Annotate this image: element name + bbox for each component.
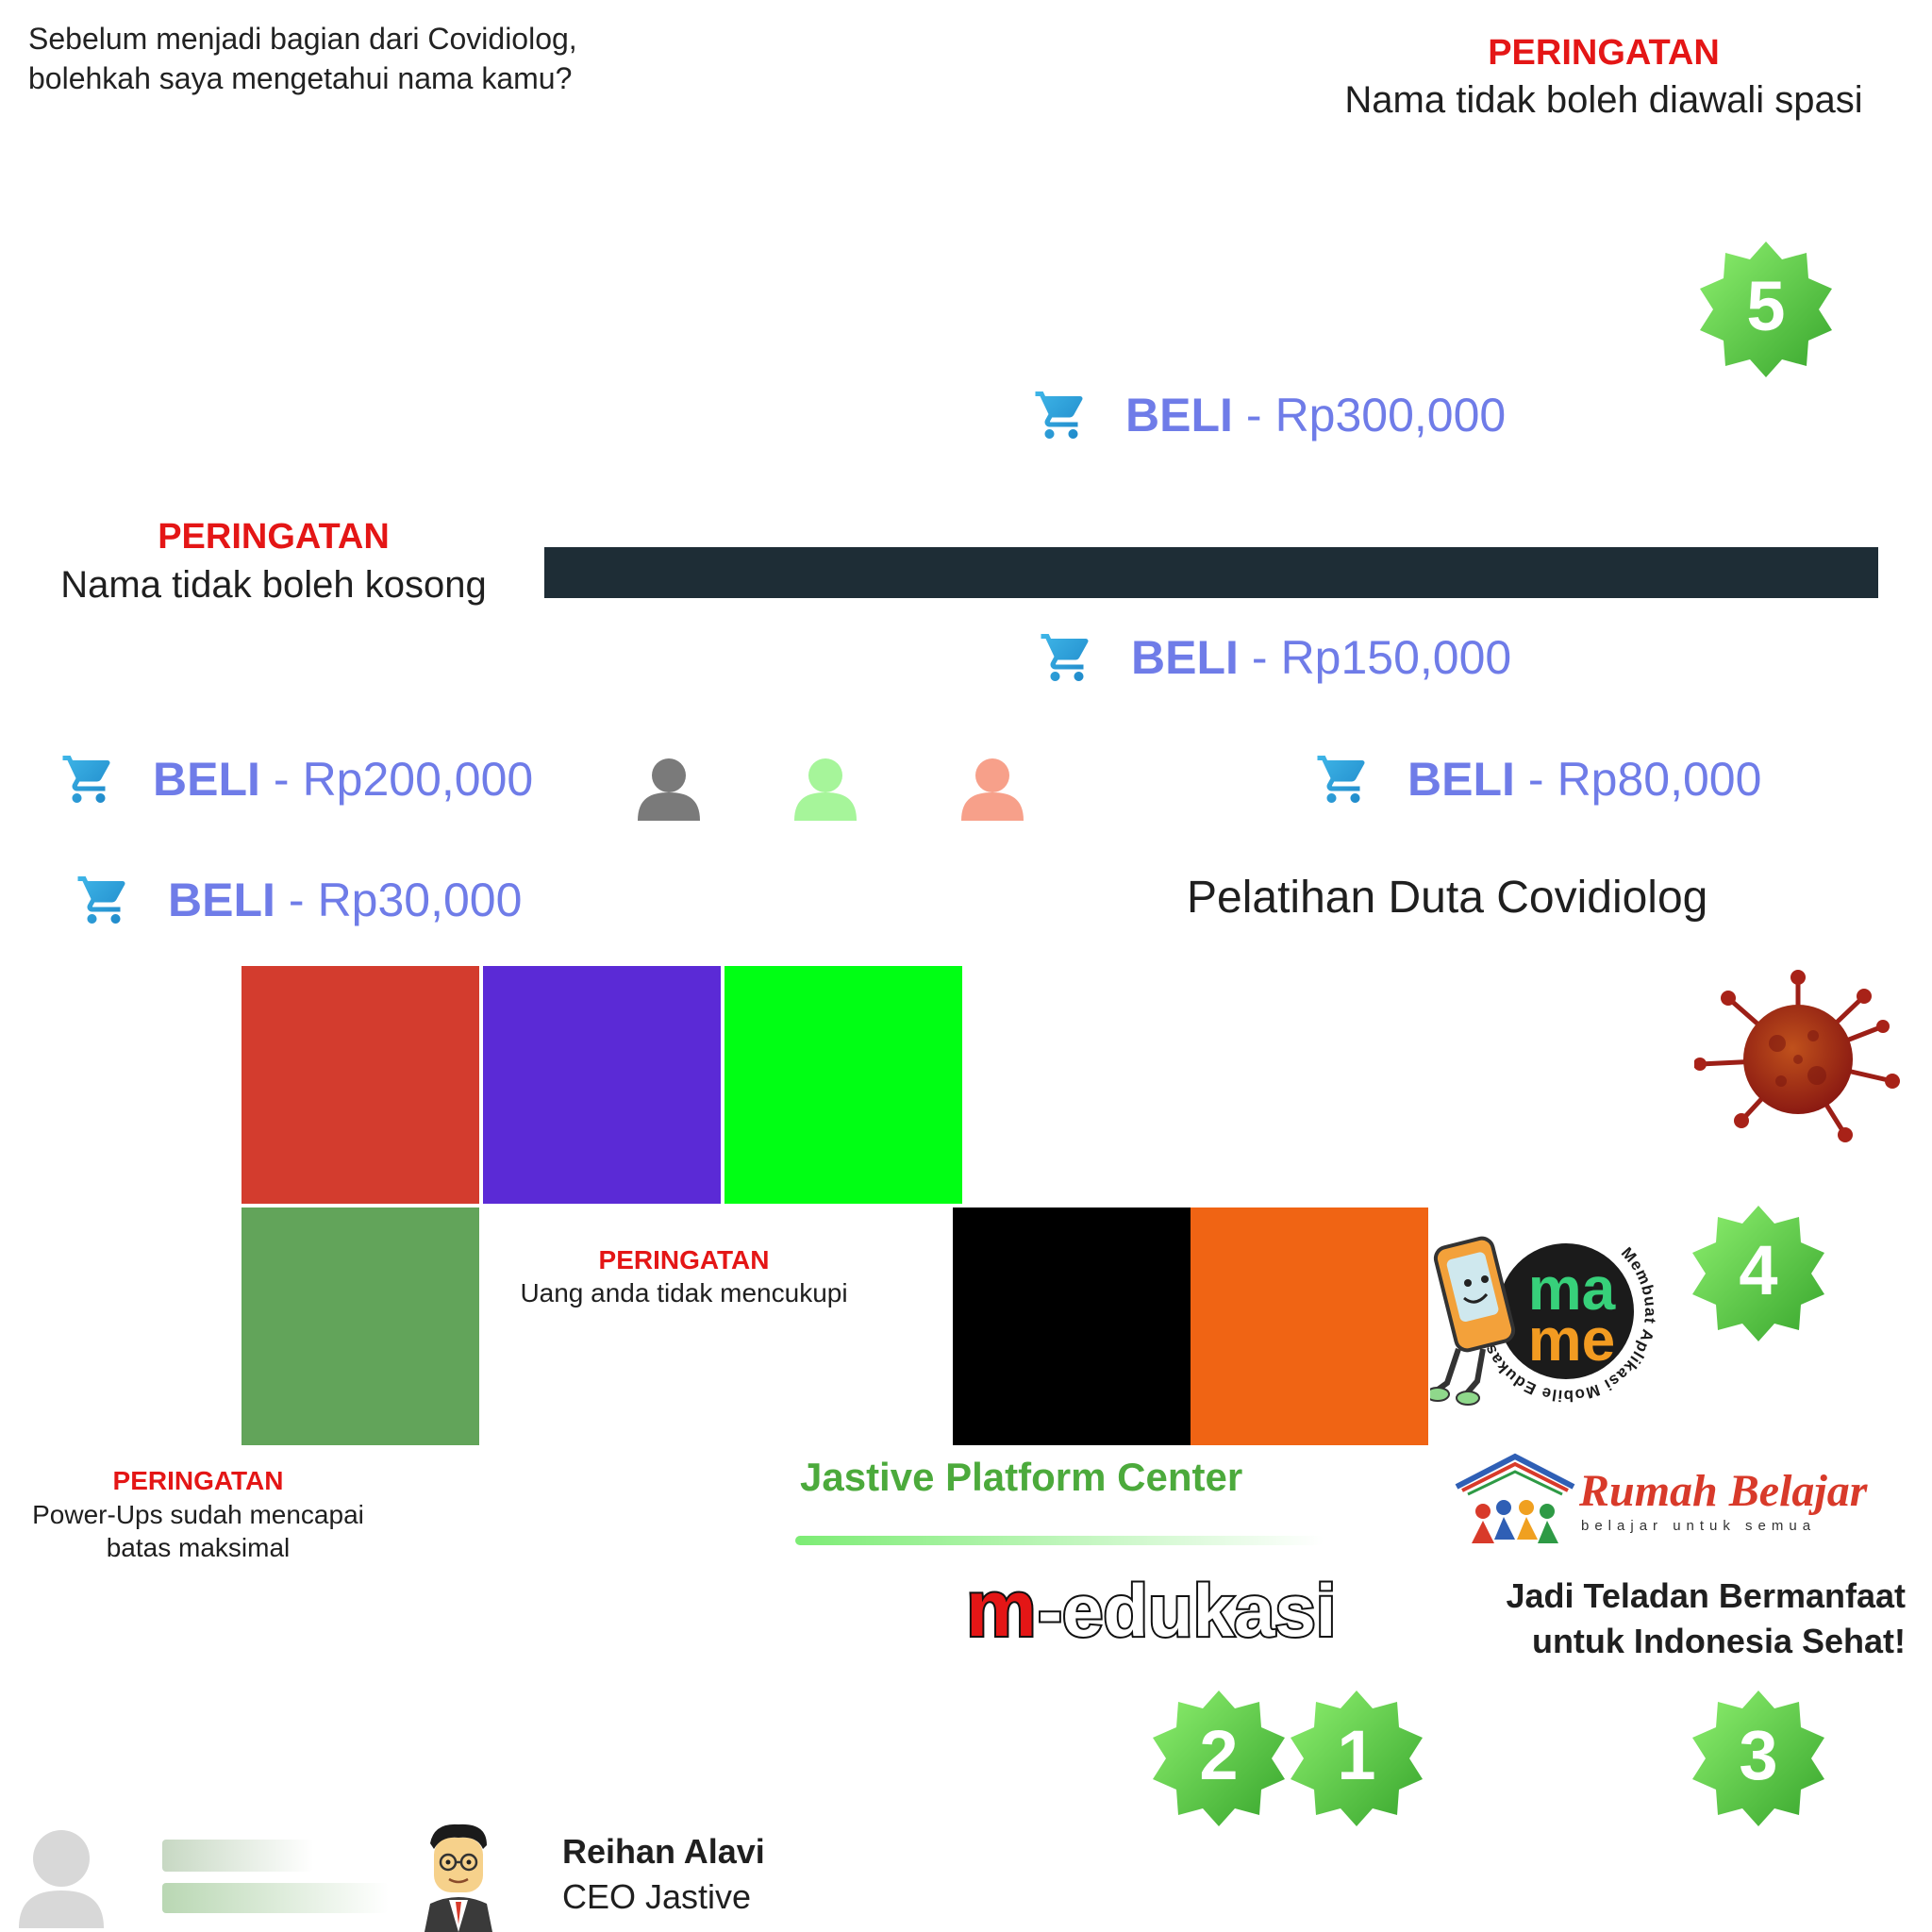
avatar-option-salmon[interactable] <box>959 755 1025 821</box>
ceo-role: CEO Jastive <box>562 1877 752 1916</box>
color-tile[interactable] <box>483 966 721 1204</box>
buy-button-200000[interactable]: BELI - Rp200,000 <box>60 751 533 808</box>
warning-leading-space: PERINGATAN Nama tidak boleh diawali spas… <box>1302 30 1906 125</box>
warning-message: Uang anda tidak mencukupi <box>520 1278 848 1307</box>
badge-number: 1 <box>1337 1716 1375 1794</box>
cart-icon <box>1317 756 1365 803</box>
cart-icon <box>62 756 110 803</box>
cart-icon <box>1035 391 1083 439</box>
cart-icon <box>77 876 125 924</box>
warning-title: PERINGATAN <box>112 1466 284 1495</box>
color-tile[interactable] <box>242 966 479 1204</box>
tagline-line-1: Jadi Teladan Bermanfaat <box>1506 1576 1906 1615</box>
warning-message: Nama tidak boleh kosong <box>60 564 487 606</box>
badge-number: 3 <box>1739 1716 1777 1794</box>
star-badge-icon: 2 <box>1153 1690 1285 1826</box>
buy-price: Rp80,000 <box>1557 753 1762 806</box>
prompt-line-2: bolehkah saya mengetahui nama kamu? <box>28 61 573 95</box>
warning-no-money: PERINGATAN Uang anda tidak mencukupi <box>491 1243 877 1309</box>
badge-number: 5 <box>1746 267 1785 345</box>
name-prompt: Sebelum menjadi bagian dari Covidiolog, … <box>28 19 577 98</box>
ceo-avatar-icon <box>425 1824 492 1932</box>
rumah-belajar-text: Rumah Belajar <box>1578 1466 1869 1516</box>
warning-powerups-max: PERINGATAN Power-Ups sudah mencapai bata… <box>9 1464 387 1564</box>
badge-number: 2 <box>1199 1716 1238 1794</box>
warning-message-line-1: Power-Ups sudah mencapai <box>32 1500 364 1529</box>
buy-label: BELI <box>1131 631 1239 684</box>
buy-price: Rp30,000 <box>317 874 523 926</box>
mame-logo: Membuat Aplikasi Mobile Edukasi! ma me <box>1430 1226 1658 1406</box>
jastive-underline <box>795 1536 1324 1545</box>
tagline: Jadi Teladan Bermanfaat untuk Indonesia … <box>1434 1574 1906 1664</box>
cart-icon <box>1041 634 1089 681</box>
avatar-option-green[interactable] <box>792 755 858 821</box>
tagline-line-2: untuk Indonesia Sehat! <box>1531 1622 1906 1660</box>
warning-message-line-2: batas maksimal <box>106 1533 291 1562</box>
badge-number: 4 <box>1739 1231 1777 1309</box>
color-tile[interactable] <box>724 966 962 1204</box>
buy-button-300000[interactable]: BELI - Rp300,000 <box>1033 387 1506 443</box>
loading-skeleton-bar <box>162 1883 389 1913</box>
warning-message: Nama tidak boleh diawali spasi <box>1344 79 1863 121</box>
medukasi-rest: -edukasi <box>1038 1570 1336 1649</box>
warning-title: PERINGATAN <box>158 517 390 557</box>
profile-placeholder-icon <box>19 1830 104 1928</box>
ceo-name: Reihan Alavi <box>562 1832 765 1871</box>
star-badge-icon: 1 <box>1291 1690 1423 1826</box>
color-tile[interactable] <box>1191 1208 1428 1445</box>
training-title: Pelatihan Duta Covidiolog <box>1187 873 1708 923</box>
mame-top: ma <box>1528 1255 1616 1323</box>
buy-label: BELI <box>168 874 275 926</box>
virus-icon <box>1694 970 1900 1142</box>
color-tile[interactable] <box>242 1208 479 1445</box>
buy-label: BELI <box>1407 753 1515 806</box>
mame-bottom: me <box>1528 1306 1616 1374</box>
prompt-line-1: Sebelum menjadi bagian dari Covidiolog, <box>28 22 577 56</box>
medukasi-m: m <box>966 1570 1037 1649</box>
star-badge-icon: 5 <box>1700 242 1832 377</box>
warning-title: PERINGATAN <box>1488 33 1720 73</box>
jastive-title: Jastive Platform Center <box>800 1455 1243 1499</box>
buy-price: Rp150,000 <box>1280 631 1512 684</box>
buy-price: Rp200,000 <box>302 753 534 806</box>
buy-button-30000[interactable]: BELI - Rp30,000 <box>75 872 522 928</box>
loading-skeleton-bar <box>162 1840 313 1872</box>
buy-sep: - <box>1527 753 1544 806</box>
buy-price: Rp300,000 <box>1274 389 1507 441</box>
m-edukasi-logo: m -edukasi <box>966 1570 1338 1649</box>
person-icon <box>975 758 1009 792</box>
buy-label: BELI <box>1125 389 1233 441</box>
buy-sep: - <box>1245 389 1262 441</box>
warning-title: PERINGATAN <box>598 1245 770 1274</box>
person-icon <box>652 758 686 792</box>
buy-button-150000[interactable]: BELI - Rp150,000 <box>1039 629 1511 686</box>
rumah-belajar-sub: belajar untuk semua <box>1581 1518 1816 1534</box>
star-badge-icon: 3 <box>1692 1690 1824 1826</box>
buy-sep: - <box>1251 631 1268 684</box>
color-tile[interactable] <box>953 1208 1191 1445</box>
rumah-belajar-logo: Rumah Belajar belajar untuk semua <box>1455 1453 1869 1543</box>
avatar-option-gray[interactable] <box>636 755 702 821</box>
person-icon <box>808 758 842 792</box>
buy-label: BELI <box>153 753 260 806</box>
buy-sep: - <box>273 753 290 806</box>
buy-sep: - <box>288 874 305 926</box>
buy-button-80000[interactable]: BELI - Rp80,000 <box>1315 751 1761 808</box>
warning-empty-name: PERINGATAN Nama tidak boleh kosong <box>28 513 519 609</box>
name-input[interactable] <box>544 547 1878 598</box>
star-badge-icon: 4 <box>1692 1206 1824 1341</box>
